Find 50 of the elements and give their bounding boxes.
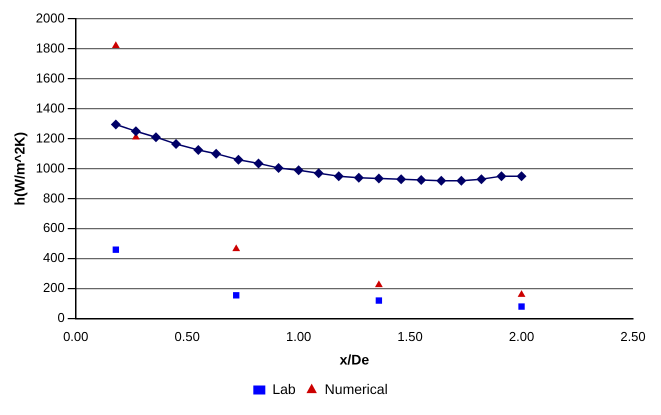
point	[112, 41, 120, 48]
point	[232, 244, 240, 252]
point	[314, 168, 324, 178]
point	[476, 174, 486, 184]
point	[150, 132, 161, 142]
point	[294, 165, 304, 176]
point	[171, 138, 182, 149]
point	[130, 126, 141, 136]
point	[374, 280, 383, 288]
point	[436, 176, 446, 186]
point	[516, 171, 527, 182]
x-tick-label: 0.50	[174, 328, 200, 344]
x-tick-label: 1.50	[397, 328, 423, 344]
x-tick-label: 1.00	[286, 328, 312, 344]
y-tick-label: 0	[57, 310, 65, 326]
x-axis-title: x/De	[340, 351, 370, 368]
point	[193, 144, 204, 155]
y-tick-label: 1800	[36, 40, 65, 56]
y-tick-label: 600	[43, 220, 65, 236]
point	[254, 158, 264, 168]
legend-label: Numerical	[324, 380, 388, 397]
point	[518, 290, 526, 297]
legend-label: Lab	[272, 380, 296, 397]
point	[334, 171, 344, 182]
point	[416, 174, 426, 185]
y-tick-label: 1600	[36, 70, 65, 86]
point	[233, 292, 240, 299]
y-tick-label: 400	[43, 250, 65, 266]
point	[396, 174, 406, 184]
y-axis-title: h(W/m^2K)	[11, 132, 28, 206]
point	[211, 148, 222, 159]
x-tick-label: 0.00	[63, 328, 88, 344]
y-tick-label: 200	[43, 280, 65, 296]
point	[354, 172, 364, 183]
x-tick-label: 2.50	[620, 328, 646, 344]
point	[274, 162, 284, 173]
point	[496, 171, 506, 182]
point	[456, 176, 466, 186]
point	[233, 154, 244, 165]
point	[518, 303, 525, 310]
point	[110, 119, 121, 130]
point	[374, 173, 384, 184]
y-tick-label: 1000	[36, 160, 65, 176]
y-tick-label: 1400	[36, 100, 65, 116]
point	[112, 246, 120, 253]
y-tick-label: 800	[43, 190, 65, 206]
point	[376, 297, 382, 304]
x-tick-label: 2.00	[508, 328, 534, 344]
y-tick-label: 1200	[36, 130, 65, 146]
y-tick-label: 2000	[36, 10, 65, 26]
